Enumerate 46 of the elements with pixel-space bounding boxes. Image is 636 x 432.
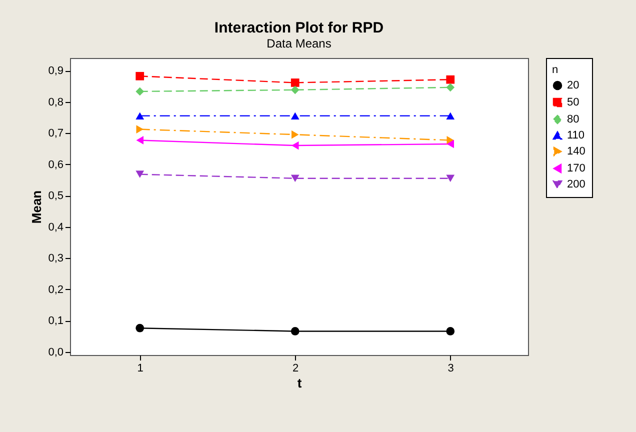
legend-label: 200 bbox=[567, 178, 586, 190]
point bbox=[136, 112, 144, 120]
legend-label: 80 bbox=[567, 114, 580, 126]
x-tick-label: 2 bbox=[292, 362, 299, 374]
legend-label: 110 bbox=[567, 130, 585, 142]
y-tick-label: 0,5 bbox=[48, 190, 64, 202]
point bbox=[136, 136, 144, 144]
y-tick-label: 0,8 bbox=[48, 96, 64, 108]
point bbox=[446, 83, 455, 92]
y-tick-label: 0,0 bbox=[48, 346, 64, 358]
point bbox=[446, 174, 455, 182]
point bbox=[136, 87, 144, 96]
y-tick-label: 0,3 bbox=[48, 252, 64, 265]
point bbox=[446, 75, 455, 84]
y-tick-label: 0,4 bbox=[48, 221, 64, 234]
x-axis-title: t bbox=[297, 376, 302, 390]
legend-label: 140 bbox=[567, 146, 586, 158]
legend-label: 170 bbox=[567, 162, 586, 174]
point bbox=[446, 140, 454, 148]
y-axis-title: Mean bbox=[29, 190, 44, 224]
point bbox=[446, 327, 455, 336]
point bbox=[291, 141, 299, 150]
point bbox=[290, 78, 300, 87]
y-tick-label: 0,9 bbox=[48, 65, 64, 78]
chart-title: Interaction Plot for RPD bbox=[214, 20, 384, 36]
point bbox=[136, 72, 144, 80]
point bbox=[136, 125, 144, 134]
y-tick-label: 0,2 bbox=[48, 284, 64, 296]
x-tick-label: 3 bbox=[448, 362, 454, 374]
legend-title: n bbox=[552, 64, 558, 76]
point bbox=[291, 130, 299, 139]
x-tick-label: 1 bbox=[137, 362, 144, 374]
point bbox=[290, 112, 300, 120]
y-tick-label: 0,1 bbox=[48, 315, 64, 328]
chart-subtitle: Data Means bbox=[266, 36, 332, 50]
legend-label: 20 bbox=[567, 80, 580, 92]
point bbox=[290, 327, 300, 336]
legend-label: 50 bbox=[567, 96, 580, 108]
point bbox=[136, 170, 144, 178]
point bbox=[136, 324, 144, 332]
point bbox=[446, 136, 454, 144]
y-tick-label: 0,7 bbox=[48, 128, 64, 140]
point bbox=[290, 174, 300, 182]
y-tick-label: 0,6 bbox=[48, 158, 64, 171]
point bbox=[290, 86, 300, 94]
point bbox=[446, 112, 455, 120]
